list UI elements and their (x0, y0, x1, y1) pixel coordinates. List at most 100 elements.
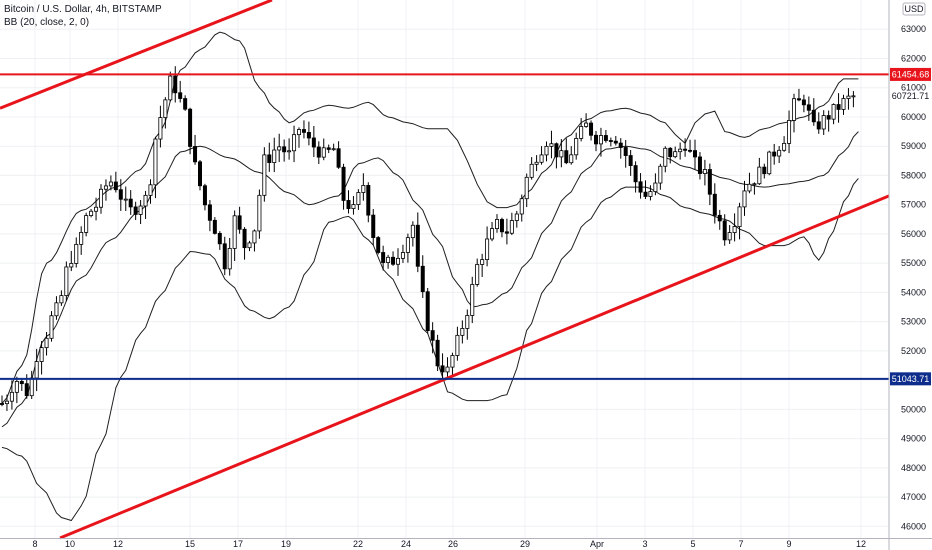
indicator-legend[interactable]: BB (20, close, 2, 0) (4, 17, 90, 28)
x-tick-label: 10 (65, 539, 75, 549)
candle-down (643, 191, 648, 197)
candle-up (400, 252, 405, 259)
candle-up (475, 264, 480, 285)
candle-up (737, 206, 742, 227)
candle-down (24, 383, 29, 397)
candle-up (569, 154, 574, 164)
candle-up (108, 181, 113, 187)
price-tag-label: 51043.71 (892, 374, 930, 384)
x-tick-label: 22 (353, 539, 363, 549)
candle-up (653, 182, 658, 192)
candle-down (391, 256, 396, 265)
candle-down (603, 135, 608, 141)
candle-up (257, 194, 262, 232)
candle-up (598, 135, 603, 145)
candle-down (811, 109, 816, 123)
candle-down (707, 169, 712, 195)
candle-down (311, 137, 316, 148)
candle-down (306, 131, 311, 139)
candle-up (787, 120, 792, 144)
y-tick-label: 49000 (901, 434, 926, 444)
candle-down (237, 215, 242, 230)
candle-down (0, 403, 4, 405)
candle-up (782, 142, 787, 151)
candle-up (153, 138, 158, 186)
x-tick-label: 15 (185, 539, 195, 549)
currency-badge[interactable] (902, 2, 926, 16)
candle-down (341, 166, 346, 201)
candle-up (767, 151, 772, 175)
candle-up (272, 149, 277, 163)
candle-up (584, 122, 589, 127)
candle-down (772, 151, 777, 157)
candle-down (554, 143, 559, 158)
x-tick-label: 7 (738, 539, 743, 549)
price-tag-bg (890, 67, 931, 81)
y-tick-label: 53000 (901, 317, 926, 327)
x-tick-label: 24 (401, 539, 411, 549)
candle-up (59, 295, 64, 304)
candle-up (148, 184, 153, 196)
candle-down (618, 142, 623, 148)
y-tick-label: 61000 (901, 83, 926, 93)
candle-up (361, 185, 366, 193)
y-tick-label: 52000 (901, 346, 926, 356)
candle-down (608, 140, 613, 142)
candle-up (455, 334, 460, 356)
candle-up (757, 166, 762, 185)
candle-up (69, 263, 74, 268)
candle-up (405, 237, 410, 253)
x-tick-label: 5 (690, 539, 695, 549)
candle-up (752, 183, 757, 186)
candle-up (331, 148, 336, 151)
candle-up (549, 143, 554, 147)
trend-line[interactable] (59, 194, 890, 540)
candle-down (499, 219, 504, 233)
bb-lower-line (1, 178, 859, 522)
candle-down (435, 339, 440, 367)
candle-up (79, 232, 84, 245)
candle-down (623, 147, 628, 156)
candle-down (504, 231, 509, 234)
candle-up (292, 134, 297, 152)
candle-up (386, 256, 391, 263)
symbol-legend[interactable]: Bitcoin / U.S. Dollar, 4h, BITSTAMP (4, 4, 162, 15)
candle-up (851, 95, 856, 98)
candle-up (158, 117, 163, 140)
candle-up (490, 228, 495, 240)
candle-up (450, 355, 455, 368)
candle-down (762, 166, 767, 175)
candle-down (440, 365, 445, 373)
candle-up (470, 284, 475, 316)
candle-up (262, 154, 267, 196)
candle-up (356, 192, 361, 205)
candle-up (579, 126, 584, 139)
candle-down (633, 165, 638, 183)
candle-down (826, 115, 831, 120)
candle-up (509, 220, 514, 234)
candle-down (376, 237, 381, 253)
candle-up (9, 391, 14, 402)
candle-down (425, 291, 430, 332)
trend-line[interactable] (0, 0, 273, 110)
candle-down (326, 147, 331, 150)
candle-down (717, 214, 722, 222)
y-tick-label: 58000 (901, 170, 926, 180)
y-tick-label: 47000 (901, 492, 926, 502)
candle-up (480, 259, 485, 265)
candle-up (846, 95, 851, 99)
candle-down (628, 155, 633, 167)
candle-up (64, 266, 69, 297)
drawn-lines[interactable] (0, 0, 890, 540)
candle-up (663, 147, 668, 167)
y-tick-label: 56000 (901, 229, 926, 239)
candle-up (544, 145, 549, 156)
candle-down (267, 154, 272, 163)
x-tick-label: 12 (113, 539, 123, 549)
candle-down (336, 148, 341, 168)
candle-down (638, 181, 643, 193)
candle-down (212, 219, 217, 234)
candle-up (445, 366, 450, 373)
candle-up (84, 215, 89, 233)
